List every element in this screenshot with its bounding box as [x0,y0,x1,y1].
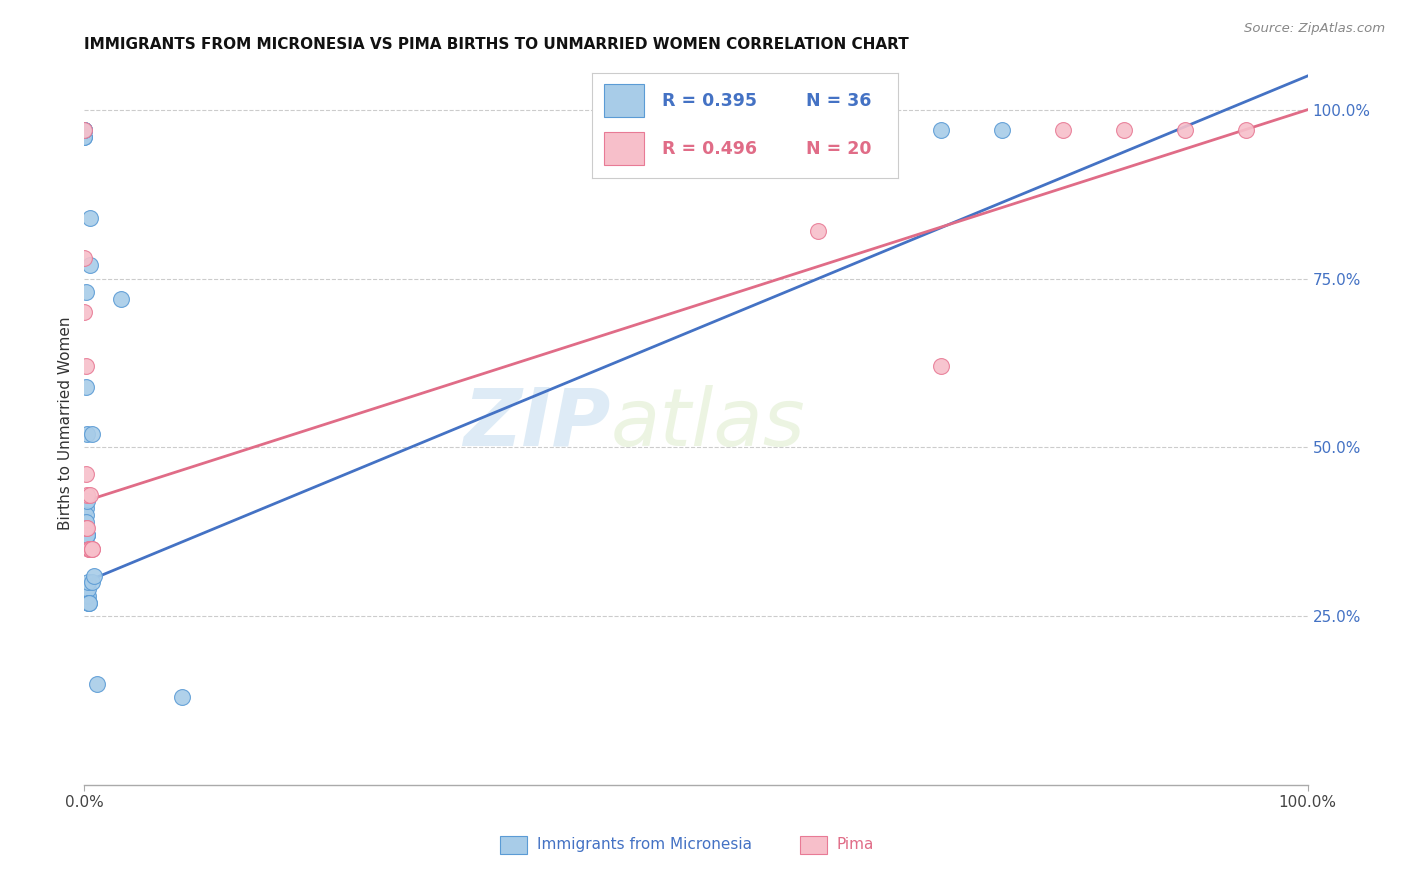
Point [76,528,98,542]
Text: Source: ZipAtlas.com: Source: ZipAtlas.com [1244,22,1385,36]
Text: atlas: atlas [610,384,806,463]
Point [75,501,97,516]
Point [76,528,98,542]
Point [929,359,952,374]
Point [77,575,100,590]
Point [110,292,132,306]
Point [75,521,97,535]
Point [73,123,96,137]
Point [77,589,100,603]
Point [80,426,103,441]
Text: ZIP: ZIP [463,384,610,463]
Text: Immigrants from Micronesia: Immigrants from Micronesia [537,838,752,853]
Point [73,123,96,137]
Point [76,487,98,501]
Point [80,575,103,590]
Text: IMMIGRANTS FROM MICRONESIA VS PIMA BIRTHS TO UNMARRIED WOMEN CORRELATION CHART: IMMIGRANTS FROM MICRONESIA VS PIMA BIRTH… [84,37,910,52]
Point [75,359,97,374]
Text: Pima: Pima [837,838,875,853]
Point [76,426,98,441]
Y-axis label: Births to Unmarried Women: Births to Unmarried Women [58,317,73,531]
Point [79,541,101,556]
Point [79,487,101,501]
Point [73,123,96,137]
Point [80,541,103,556]
Point [76,528,98,542]
Point [807,224,830,238]
Point [75,467,97,482]
Point [172,690,194,705]
Point [73,252,96,266]
Point [76,494,98,508]
Point [80,541,103,556]
Point [73,123,96,137]
Point [75,521,97,535]
Point [1052,123,1074,137]
Point [83,568,105,582]
Point [73,123,96,137]
Point [77,541,100,556]
Point [76,521,98,535]
Point [1236,123,1258,137]
Point [75,515,97,529]
Point [929,123,952,137]
Point [76,589,98,603]
Point [991,123,1014,137]
Point [73,305,96,319]
Point [75,508,97,522]
Point [77,582,100,596]
Point [77,596,100,610]
Point [75,379,97,393]
Point [77,541,100,556]
Point [86,676,108,690]
Point [75,521,97,535]
Point [1114,123,1136,137]
Point [79,211,101,225]
Point [75,285,97,299]
Point [77,596,100,610]
Bar [501,836,527,854]
Point [73,129,96,144]
Point [73,129,96,144]
Point [77,596,100,610]
Point [79,258,101,272]
Point [1174,123,1197,137]
Point [75,521,97,535]
Bar [800,836,827,854]
